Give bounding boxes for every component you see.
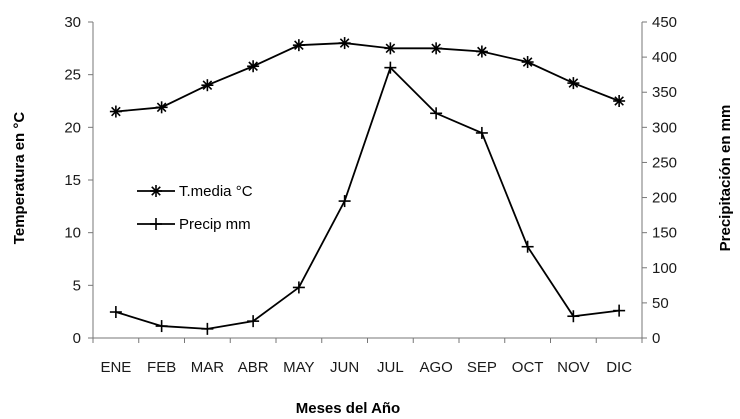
x-tick-label: FEB	[147, 359, 176, 376]
right-tick-label: 100	[652, 260, 677, 277]
left-axis-ticks: 0 5 10 15 20 25 30	[64, 14, 93, 347]
right-tick-label: 150	[652, 225, 677, 242]
left-tick-label: 0	[73, 330, 81, 347]
data-point	[430, 107, 443, 120]
data-point	[338, 195, 351, 208]
data-point	[613, 304, 626, 317]
data-point	[430, 42, 443, 55]
legend-item: Precip mm	[137, 216, 251, 233]
left-tick-label: 10	[64, 225, 81, 242]
x-tick-label: MAY	[283, 359, 314, 376]
x-tick-label: OCT	[512, 359, 544, 376]
x-tick-label: ABR	[238, 359, 269, 376]
left-tick-label: 30	[64, 14, 81, 31]
data-point	[384, 42, 397, 55]
chart-axes	[92, 22, 643, 339]
right-tick-label: 450	[652, 14, 677, 31]
series-line	[115, 42, 620, 113]
data-point	[155, 320, 168, 333]
x-tick-label: JUN	[330, 359, 359, 376]
x-tick-label: ENE	[100, 359, 131, 376]
legend-label: Precip mm	[179, 216, 251, 233]
data-point	[247, 315, 260, 328]
x-tick-label: DIC	[606, 359, 632, 376]
data-point	[475, 126, 488, 139]
left-tick-label: 15	[64, 172, 81, 189]
data-point	[475, 45, 488, 58]
right-tick-label: 0	[652, 330, 660, 347]
data-point	[521, 240, 534, 253]
x-tick-label: JUL	[377, 359, 404, 376]
series-layer	[109, 37, 626, 335]
data-point	[201, 322, 214, 335]
legend-label: T.media °C	[179, 183, 253, 200]
data-point	[567, 77, 580, 90]
data-point	[338, 37, 351, 50]
data-point	[109, 105, 122, 118]
right-axis-ticks: 0 50 100 150 200 250 300 350 400 450	[642, 14, 677, 347]
asterisk-marker	[150, 185, 162, 197]
right-tick-label: 50	[652, 295, 669, 312]
right-tick-label: 250	[652, 154, 677, 171]
data-point	[155, 101, 168, 114]
series-line	[115, 65, 620, 330]
x-tick-label: AGO	[419, 359, 452, 376]
data-point	[384, 61, 397, 74]
data-point	[109, 306, 122, 319]
right-tick-label: 400	[652, 49, 677, 66]
plus-marker	[150, 218, 162, 230]
data-point	[567, 310, 580, 323]
left-tick-label: 25	[64, 67, 81, 84]
right-tick-label: 200	[652, 190, 677, 207]
data-point	[521, 56, 534, 69]
data-point	[292, 39, 305, 52]
series-1	[109, 37, 626, 118]
x-tick-label: SEP	[467, 359, 497, 376]
right-y-axis-title: Precipitación en mm	[717, 105, 734, 252]
series-2	[109, 61, 626, 335]
legend: T.media °C Precip mm	[137, 183, 253, 233]
x-axis-title: Meses del Año	[296, 400, 400, 417]
data-point	[613, 95, 626, 107]
data-point	[247, 60, 260, 73]
x-tick-label: NOV	[557, 359, 590, 376]
data-point	[201, 79, 214, 92]
x-axis-ticks: ENE FEB MAR ABR MAY JUN JUL AGO SEP OCT NOV DIC	[92, 338, 643, 376]
legend-item: T.media °C	[137, 183, 253, 200]
right-tick-label: 300	[652, 119, 677, 136]
left-tick-label: 5	[73, 277, 81, 294]
left-y-axis-title: Temperatura en °C	[11, 112, 28, 245]
left-tick-label: 20	[64, 119, 81, 136]
right-tick-label: 350	[652, 84, 677, 101]
data-point	[292, 281, 305, 294]
x-tick-label: MAR	[191, 359, 225, 376]
